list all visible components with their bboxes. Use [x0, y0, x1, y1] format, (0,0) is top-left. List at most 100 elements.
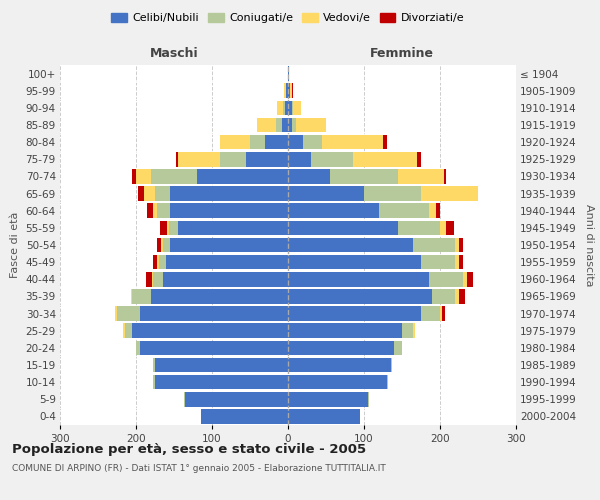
Bar — [154, 358, 155, 372]
Bar — [288, 324, 402, 338]
Bar — [146, 204, 153, 218]
Bar — [170, 204, 288, 218]
Bar — [296, 118, 326, 132]
Bar — [446, 220, 454, 235]
Bar — [455, 255, 459, 270]
Bar — [157, 238, 161, 252]
Bar — [288, 118, 292, 132]
Bar — [246, 152, 288, 166]
Bar — [288, 84, 290, 98]
Bar — [178, 220, 288, 235]
Bar — [459, 238, 463, 252]
Bar — [455, 289, 459, 304]
Bar — [459, 255, 463, 270]
Bar — [152, 272, 154, 286]
Bar — [368, 392, 370, 406]
Bar — [154, 272, 163, 286]
Bar — [383, 135, 387, 150]
Bar — [184, 392, 185, 406]
Bar — [322, 135, 383, 150]
Bar — [288, 392, 368, 406]
Bar — [167, 220, 169, 235]
Bar — [115, 306, 117, 321]
Bar — [151, 289, 288, 304]
Bar — [398, 220, 440, 235]
Bar — [293, 100, 301, 115]
Bar — [220, 135, 250, 150]
Bar — [288, 289, 433, 304]
Bar — [402, 324, 413, 338]
Bar — [288, 238, 413, 252]
Bar — [311, 152, 353, 166]
Bar — [288, 306, 421, 321]
Bar — [288, 220, 398, 235]
Bar — [123, 324, 125, 338]
Bar — [132, 169, 136, 184]
Bar — [467, 272, 473, 286]
Bar — [163, 272, 288, 286]
Bar — [387, 375, 388, 390]
Bar — [428, 204, 436, 218]
Bar — [159, 255, 166, 270]
Bar — [169, 220, 178, 235]
Bar — [455, 238, 459, 252]
Bar — [140, 306, 288, 321]
Bar — [288, 152, 311, 166]
Bar — [391, 358, 392, 372]
Bar — [440, 306, 442, 321]
Bar — [136, 340, 140, 355]
Bar — [265, 135, 288, 150]
Bar — [151, 169, 197, 184]
Bar — [125, 324, 132, 338]
Bar — [140, 340, 288, 355]
Bar — [178, 152, 220, 166]
Bar — [288, 272, 428, 286]
Bar — [463, 272, 467, 286]
Bar — [197, 169, 288, 184]
Bar — [288, 100, 292, 115]
Bar — [136, 169, 151, 184]
Bar — [220, 152, 246, 166]
Bar — [288, 186, 364, 201]
Bar — [288, 204, 379, 218]
Bar — [117, 306, 140, 321]
Bar — [288, 409, 360, 424]
Bar — [288, 169, 330, 184]
Bar — [286, 84, 288, 98]
Bar — [421, 255, 455, 270]
Bar — [440, 220, 446, 235]
Bar — [288, 358, 391, 372]
Bar — [277, 100, 283, 115]
Bar — [163, 238, 170, 252]
Y-axis label: Anni di nascita: Anni di nascita — [584, 204, 593, 286]
Bar — [146, 272, 152, 286]
Bar — [413, 238, 455, 252]
Bar — [284, 84, 286, 98]
Bar — [157, 255, 159, 270]
Bar — [185, 392, 288, 406]
Bar — [379, 204, 428, 218]
Bar — [303, 135, 322, 150]
Text: COMUNE DI ARPINO (FR) - Dati ISTAT 1° gennaio 2005 - Elaborazione TUTTITALIA.IT: COMUNE DI ARPINO (FR) - Dati ISTAT 1° ge… — [12, 464, 386, 473]
Bar — [170, 238, 288, 252]
Bar — [155, 358, 288, 372]
Bar — [292, 84, 293, 98]
Bar — [131, 289, 132, 304]
Bar — [288, 375, 387, 390]
Bar — [176, 152, 178, 166]
Bar — [353, 152, 417, 166]
Bar — [154, 255, 157, 270]
Bar — [288, 66, 289, 81]
Bar — [421, 306, 440, 321]
Bar — [442, 306, 445, 321]
Bar — [428, 272, 463, 286]
Bar — [285, 100, 288, 115]
Bar — [276, 118, 282, 132]
Bar — [170, 186, 288, 201]
Bar — [166, 255, 288, 270]
Bar — [250, 135, 265, 150]
Bar — [153, 204, 157, 218]
Bar — [417, 152, 421, 166]
Bar — [137, 186, 143, 201]
Text: Maschi: Maschi — [149, 47, 199, 60]
